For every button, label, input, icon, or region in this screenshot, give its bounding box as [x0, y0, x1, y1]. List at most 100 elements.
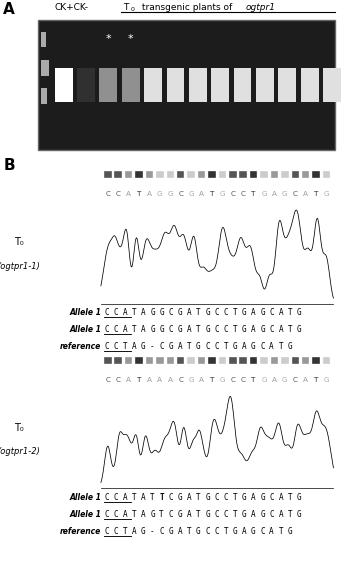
- Text: C: C: [223, 309, 228, 318]
- Text: A: A: [177, 342, 182, 351]
- Text: G: G: [220, 377, 225, 383]
- Text: A: A: [187, 325, 192, 334]
- Text: A: A: [141, 510, 146, 519]
- Text: C: C: [169, 510, 173, 519]
- Text: G: G: [297, 309, 301, 318]
- Bar: [208, 171, 216, 178]
- Text: A: A: [199, 191, 204, 197]
- Text: ogtpr1: ogtpr1: [246, 3, 276, 12]
- Text: A: A: [187, 510, 192, 519]
- Text: C: C: [114, 527, 118, 536]
- Text: G: G: [242, 493, 247, 502]
- Text: C: C: [214, 493, 219, 502]
- Text: T₀: T₀: [14, 237, 24, 247]
- Bar: [260, 171, 268, 178]
- Text: T: T: [251, 377, 256, 383]
- Text: A: A: [141, 325, 146, 334]
- Text: T: T: [196, 510, 201, 519]
- Text: T: T: [187, 342, 192, 351]
- Text: T: T: [123, 3, 129, 12]
- Text: A: A: [3, 2, 15, 16]
- Text: G: G: [288, 342, 292, 351]
- Text: G: G: [150, 325, 155, 334]
- Bar: [229, 171, 237, 178]
- Text: (ogtpr1-2): (ogtpr1-2): [0, 448, 40, 457]
- Text: G: G: [282, 191, 288, 197]
- Bar: [239, 171, 247, 178]
- Bar: [239, 357, 247, 364]
- Text: G: G: [260, 510, 265, 519]
- Text: G: G: [168, 191, 173, 197]
- Bar: [146, 357, 153, 364]
- Text: T: T: [137, 377, 141, 383]
- Text: G: G: [150, 309, 155, 318]
- Text: C: C: [114, 342, 118, 351]
- Text: T: T: [288, 309, 292, 318]
- Text: A: A: [251, 325, 255, 334]
- Text: C: C: [223, 325, 228, 334]
- Text: G: G: [251, 527, 255, 536]
- Bar: [219, 171, 226, 178]
- Bar: [198, 171, 205, 178]
- Text: G: G: [233, 527, 237, 536]
- Text: reference: reference: [60, 527, 101, 536]
- Text: C: C: [269, 510, 274, 519]
- Bar: [115, 171, 122, 178]
- Text: A: A: [123, 510, 127, 519]
- Text: G: G: [260, 493, 265, 502]
- Text: G: G: [297, 493, 301, 502]
- Text: C: C: [114, 309, 118, 318]
- Bar: [41, 60, 49, 75]
- Text: T: T: [123, 527, 127, 536]
- Text: C: C: [269, 493, 274, 502]
- Text: Allele 1: Allele 1: [69, 510, 101, 519]
- Bar: [41, 88, 47, 104]
- Text: T: T: [132, 510, 136, 519]
- Text: T: T: [278, 342, 283, 351]
- Text: C: C: [178, 191, 183, 197]
- Bar: [323, 357, 330, 364]
- Bar: [55, 68, 73, 102]
- Text: G: G: [157, 191, 163, 197]
- Bar: [135, 171, 143, 178]
- Text: C: C: [114, 510, 118, 519]
- Text: T: T: [233, 309, 237, 318]
- Text: C: C: [241, 191, 246, 197]
- Text: Allele 1: Allele 1: [69, 309, 101, 318]
- Bar: [156, 171, 163, 178]
- Text: *: *: [128, 34, 133, 44]
- Bar: [281, 171, 289, 178]
- Bar: [167, 171, 174, 178]
- Text: A: A: [269, 342, 274, 351]
- Text: G: G: [169, 342, 173, 351]
- Text: C: C: [116, 377, 121, 383]
- Bar: [104, 357, 111, 364]
- Text: G: G: [297, 325, 301, 334]
- Bar: [278, 68, 296, 102]
- Bar: [271, 357, 278, 364]
- Text: T: T: [314, 191, 318, 197]
- Bar: [135, 357, 143, 364]
- Text: A: A: [272, 377, 277, 383]
- Text: A: A: [132, 527, 136, 536]
- Text: T: T: [314, 377, 318, 383]
- Text: reference: reference: [60, 342, 101, 351]
- Text: A: A: [278, 325, 283, 334]
- Text: T: T: [132, 325, 136, 334]
- Text: C: C: [114, 325, 118, 334]
- Bar: [104, 171, 111, 178]
- Bar: [167, 68, 184, 102]
- Text: A: A: [168, 377, 173, 383]
- Text: A: A: [147, 377, 152, 383]
- Text: G: G: [233, 342, 237, 351]
- Bar: [187, 171, 195, 178]
- Text: C: C: [104, 527, 109, 536]
- Text: C: C: [214, 309, 219, 318]
- Text: A: A: [126, 191, 131, 197]
- Text: A: A: [278, 309, 283, 318]
- Text: C: C: [223, 510, 228, 519]
- Text: G: G: [324, 377, 329, 383]
- Text: A: A: [251, 510, 255, 519]
- Text: G: G: [177, 510, 182, 519]
- Text: G: G: [196, 527, 201, 536]
